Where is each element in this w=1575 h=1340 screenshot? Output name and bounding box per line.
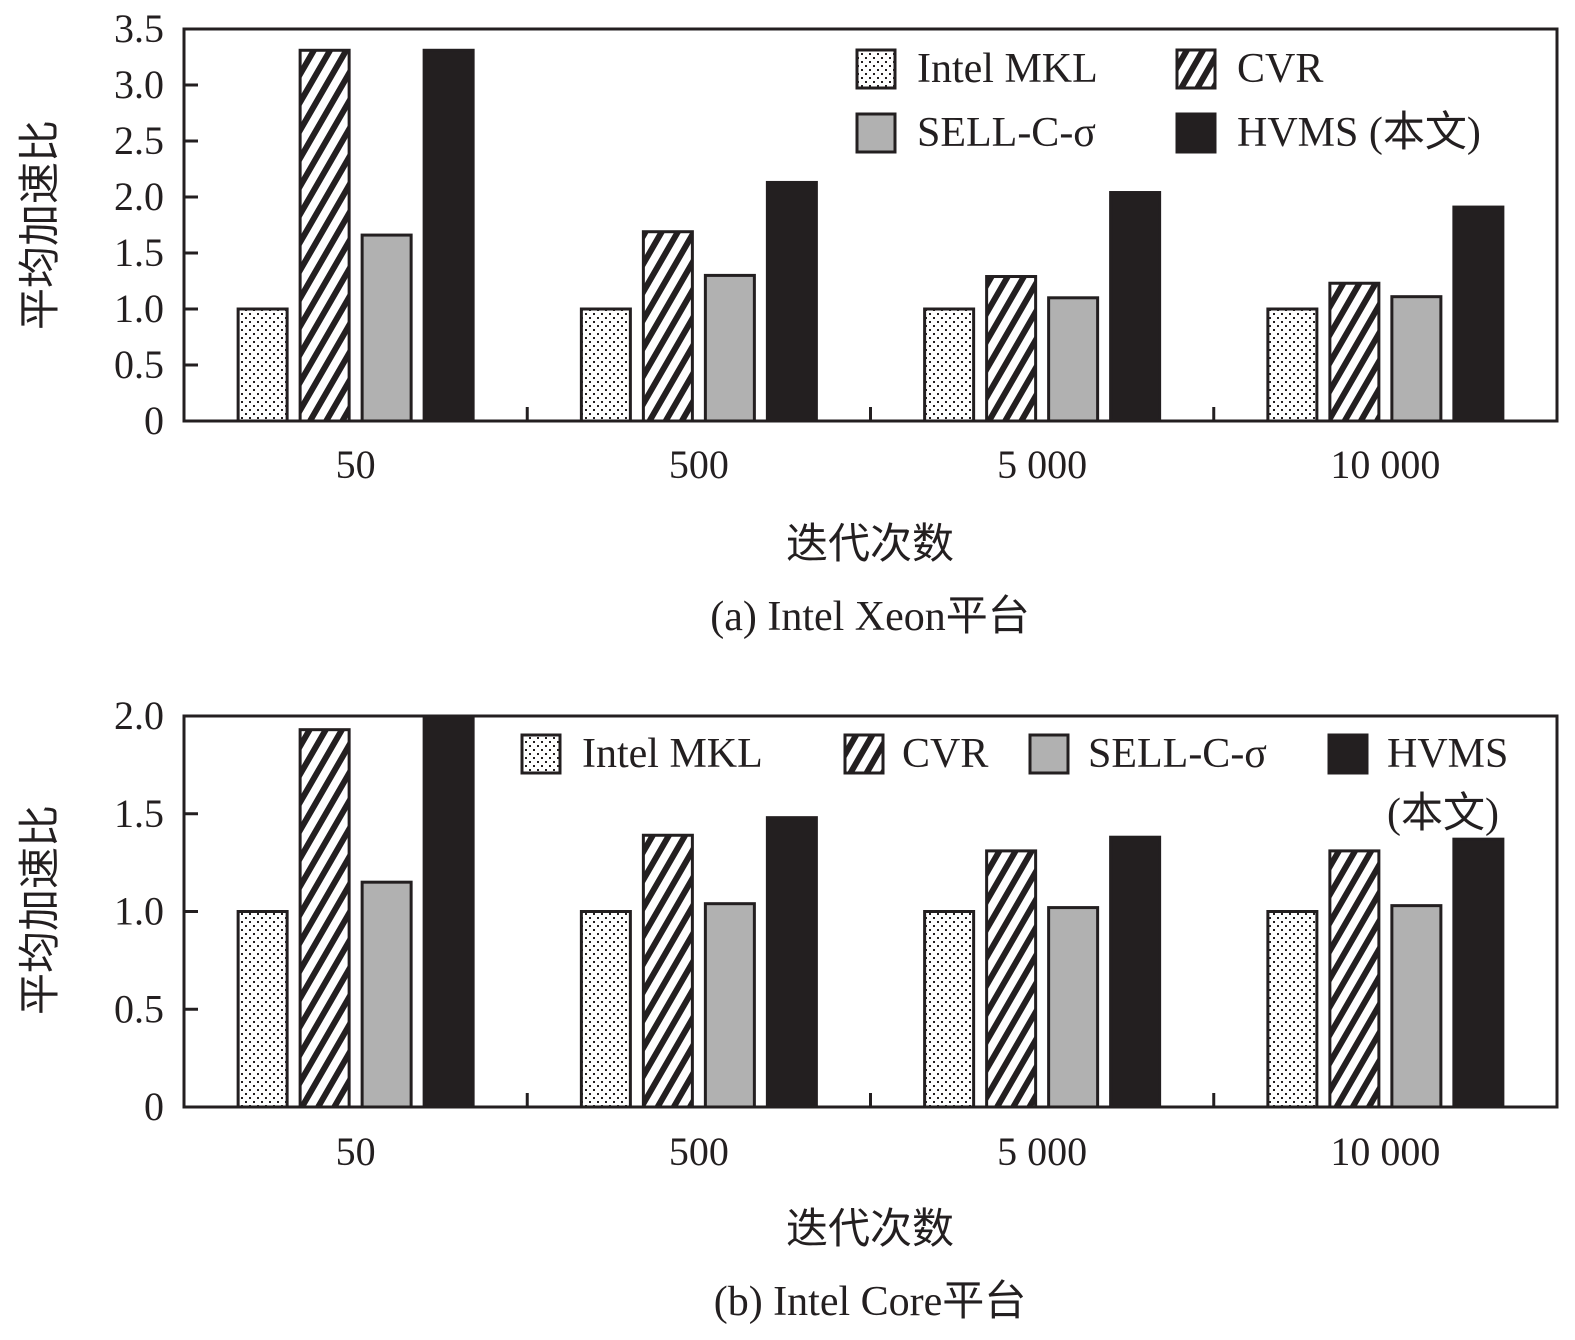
y-tick-label: 0.5 — [114, 986, 164, 1031]
legend-swatch — [1175, 48, 1217, 90]
y-tick-label: 1.5 — [114, 791, 164, 836]
x-tick-label: 10 000 — [1330, 1129, 1440, 1174]
legend-swatch — [1175, 112, 1217, 154]
legend-label: HVMS — [1387, 731, 1508, 777]
bar-hatch-1 — [641, 833, 694, 1109]
bar-dots-2 — [923, 910, 976, 1109]
x-tick-label: 5 000 — [997, 442, 1087, 487]
bar-hatch-2 — [985, 849, 1038, 1109]
x-tick-label: 50 — [336, 442, 376, 487]
x-tick-label: 5 000 — [997, 1129, 1087, 1174]
bar-gray-2 — [1047, 906, 1100, 1109]
y-tick-label: 2.0 — [114, 174, 164, 219]
bar-dots-0 — [236, 307, 289, 423]
x-axis-label: 迭代次数 — [786, 1204, 954, 1253]
bar-black-3 — [1452, 205, 1505, 423]
y-tick-label: 1.0 — [114, 889, 164, 934]
y-tick-label: 2.0 — [114, 693, 164, 738]
x-tick-label: 50 — [336, 1129, 376, 1174]
legend-label: Intel MKL — [917, 46, 1098, 92]
bar-black-0 — [422, 48, 475, 423]
legend-label: CVR — [902, 731, 988, 777]
bar-black-1 — [765, 816, 818, 1109]
y-tick-label: 0 — [144, 398, 164, 443]
x-tick-label: 500 — [669, 442, 729, 487]
bar-hatch-1 — [641, 230, 694, 423]
y-tick-label: 2.5 — [114, 118, 164, 163]
chart-b: 0 0.5 1.0 1.5 2.0 50 500 5 000 10 000 Intel MKL CV… — [15, 693, 1559, 1325]
bar-dots-1 — [579, 910, 632, 1109]
bar-gray-0 — [360, 233, 413, 423]
bar-hatch-0 — [298, 728, 351, 1109]
legend-swatch — [1028, 733, 1070, 775]
bar-gray-1 — [703, 273, 756, 423]
bar-dots-2 — [923, 307, 976, 423]
y-tick-label: 0 — [144, 1084, 164, 1129]
legend-swatch — [855, 112, 897, 154]
bar-gray-3 — [1390, 295, 1443, 423]
bar-hatch-0 — [298, 48, 351, 423]
y-tick-label: 1.0 — [114, 286, 164, 331]
bar-black-2 — [1109, 835, 1162, 1109]
x-tick-label: 500 — [669, 1129, 729, 1174]
legend-swatch — [1327, 733, 1369, 775]
y-tick-label: 0.5 — [114, 342, 164, 387]
legend-swatch — [520, 733, 562, 775]
bar-black-0 — [422, 714, 475, 1109]
bar-dots-0 — [236, 910, 289, 1109]
chart-caption: (b) Intel Core平台 — [714, 1279, 1027, 1325]
y-tick-label: 3.5 — [114, 6, 164, 51]
bar-black-2 — [1109, 191, 1162, 423]
bar-hatch-2 — [985, 275, 1038, 423]
x-axis-label: 迭代次数 — [786, 519, 954, 568]
legend-label-line2: (本文) — [1387, 790, 1499, 837]
y-tick-label: 3.0 — [114, 62, 164, 107]
legend-swatch — [855, 48, 897, 90]
bar-gray-0 — [360, 880, 413, 1109]
legend-label: CVR — [1237, 46, 1323, 92]
bar-hatch-3 — [1328, 849, 1381, 1109]
x-tick-label: 10 000 — [1330, 442, 1440, 487]
bar-gray-3 — [1390, 904, 1443, 1109]
chart-caption: (a) Intel Xeon平台 — [710, 594, 1030, 640]
legend-label: SELL-C-σ — [917, 110, 1096, 156]
bar-dots-3 — [1266, 910, 1319, 1109]
legend-label: Intel MKL — [582, 731, 763, 777]
bar-gray-1 — [703, 902, 756, 1109]
y-axis-label: 平均加速比 — [15, 120, 64, 330]
bar-black-1 — [765, 180, 818, 423]
bar-hatch-3 — [1328, 281, 1381, 423]
bar-gray-2 — [1047, 296, 1100, 423]
bar-black-3 — [1452, 837, 1505, 1109]
bar-dots-3 — [1266, 307, 1319, 423]
chart-a: 0 0.5 1.0 1.5 2.0 2.5 3.0 3.5 50 500 5 000 10 000 In… — [15, 6, 1559, 640]
y-axis-label: 平均加速比 — [15, 805, 64, 1015]
legend-label: SELL-C-σ — [1088, 731, 1267, 777]
y-tick-label: 1.5 — [114, 230, 164, 275]
legend-swatch — [843, 733, 885, 775]
legend-label: HVMS (本文) — [1237, 109, 1481, 156]
bar-dots-1 — [579, 307, 632, 423]
